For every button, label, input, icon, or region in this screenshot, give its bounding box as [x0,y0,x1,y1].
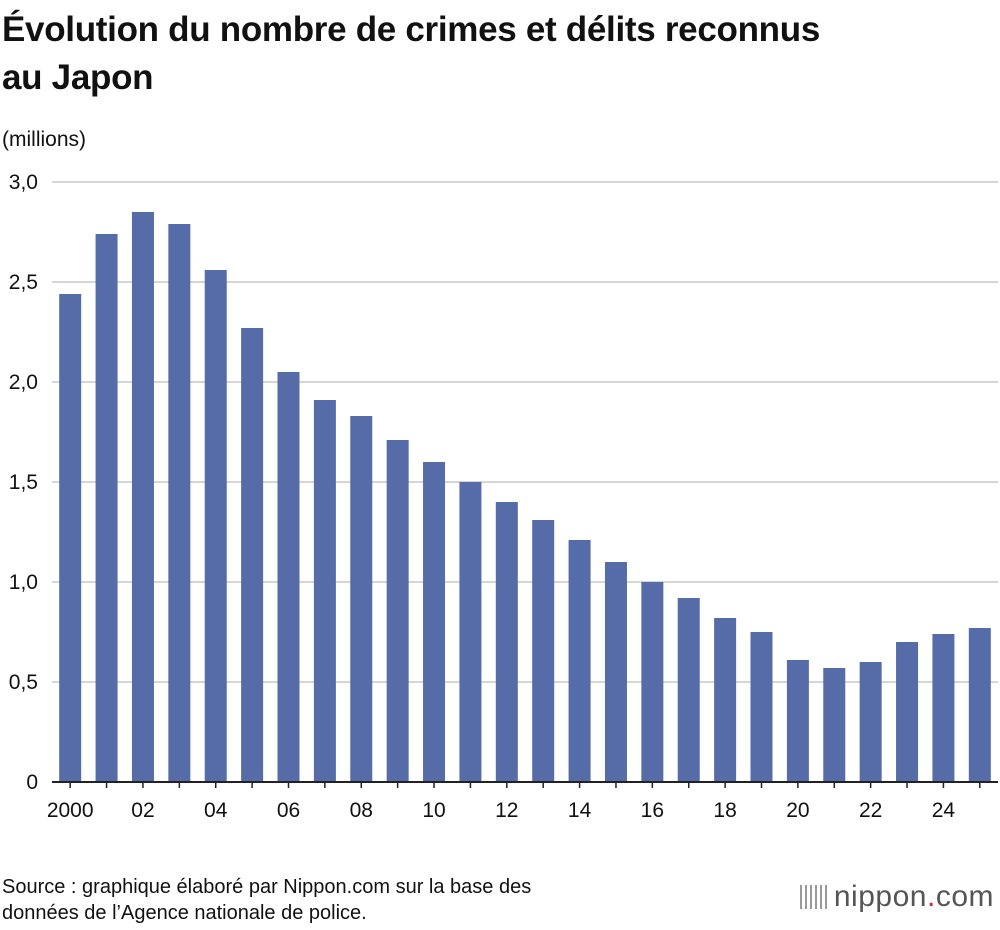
x-tick-label: 20 [786,799,809,822]
bar-2003 [168,224,191,782]
bar-2023 [896,642,919,782]
bar-2021 [823,668,846,782]
bar-2018 [714,618,737,782]
y-tick-label: 1,5 [9,471,38,494]
bar-2013 [532,520,555,782]
y-tick-label: 0,5 [9,671,38,694]
source-line-2: données de l’Agence nationale de police. [2,902,367,924]
bar-2012 [495,502,518,782]
bar-2017 [677,598,700,782]
x-tick-label: 02 [131,799,154,822]
bar-2019 [750,632,773,782]
x-tick-label: 2000 [47,799,94,822]
x-tick-label: 04 [204,799,228,822]
x-tick-label: 08 [350,799,373,822]
y-tick-label: 3,0 [9,171,38,194]
bar-2002 [131,212,154,782]
nippon-logo: nippon. com [799,880,994,914]
bar-2014 [568,540,591,782]
bar-2024 [932,634,955,782]
y-tick-label: 2,5 [9,271,38,294]
bar-2005 [241,328,264,782]
bar-2010 [423,462,446,782]
x-tick-label: 24 [932,799,956,822]
logo-stripes-icon [799,885,828,909]
y-tick-label: 0 [26,771,38,794]
chart-title: Évolution du nombre de crimes et délits … [2,6,992,102]
y-tick-label: 2,0 [9,371,38,394]
bar-2004 [204,270,227,782]
bar-2020 [786,660,809,782]
y-axis-unit-label: (millions) [2,128,86,151]
chart-title-line-2: au Japon [2,58,154,97]
chart-title-line-1: Évolution du nombre de crimes et délits … [2,10,820,49]
bar-2016 [641,582,664,782]
logo-suffix: com [935,880,994,913]
x-tick-label: 10 [422,799,445,822]
x-tick-label: 06 [277,799,300,822]
x-tick-label: 18 [713,799,736,822]
bar-2025 [968,628,991,782]
logo-name: nippon [833,880,927,913]
source-note: Source : graphique élaboré par Nippon.co… [2,874,682,926]
bar-2001 [95,234,118,782]
bar-2009 [386,440,409,782]
y-tick-label: 1,0 [9,571,38,594]
bar-chart: 0 0,5 1,0 1,5 2,0 2,5 3,0 2000 02 04 06 08 10 12 14 16 1… [9,171,998,822]
source-line-1: Source : graphique élaboré par Nippon.co… [2,876,532,898]
bar-2008 [350,416,373,782]
bar-2007 [313,400,336,782]
bar-2022 [859,662,882,782]
x-tick-label: 14 [568,799,592,822]
bar-2006 [277,372,300,782]
bar-2000 [59,294,82,782]
x-tick-label: 16 [641,799,664,822]
bar-2015 [604,562,627,782]
x-tick-label: 12 [495,799,518,822]
x-tick-label: 22 [859,799,882,822]
bar-2011 [459,482,482,782]
logo-dot: . [926,880,936,913]
